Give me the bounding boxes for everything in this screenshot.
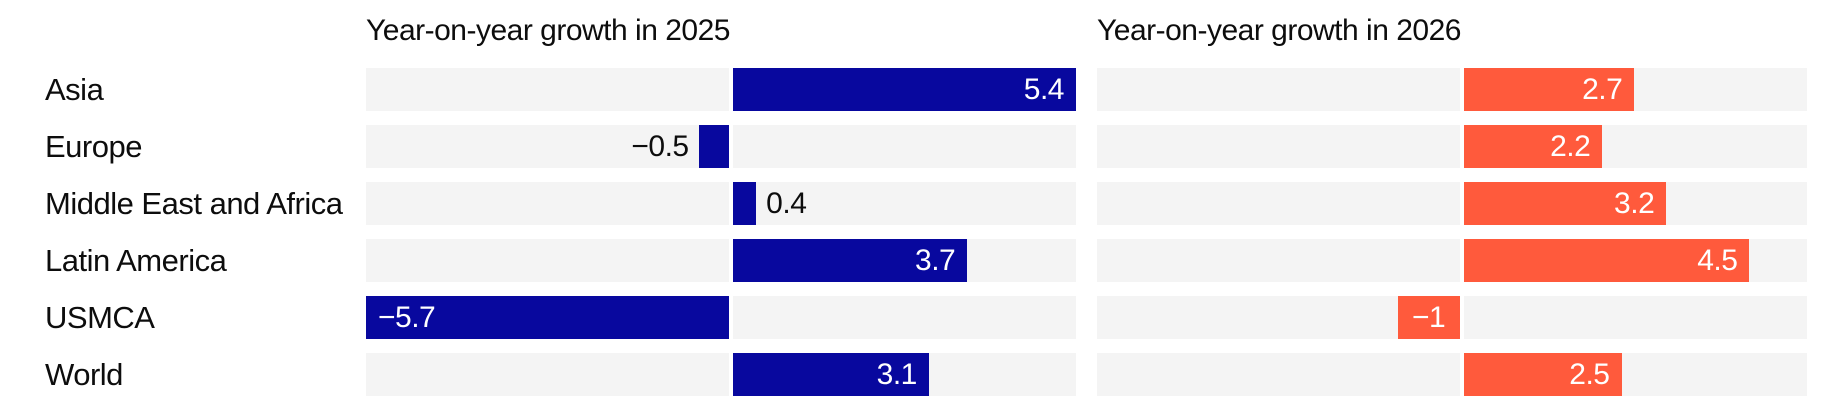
bar-with-value-label: −1 bbox=[1397, 296, 1460, 339]
bar-with-value-label: 5.4 bbox=[732, 68, 1076, 111]
category-label: World bbox=[45, 357, 123, 392]
bar-row: −1 bbox=[1097, 296, 1807, 339]
bar-with-value-label: −5.7 bbox=[366, 296, 729, 339]
zero-axis-line bbox=[728, 353, 733, 396]
bar-row: 0.4 bbox=[366, 182, 1076, 225]
bar bbox=[732, 182, 757, 225]
bar-with-value-label: 3.2 bbox=[1463, 182, 1667, 225]
bar-row: 2.2 bbox=[1097, 125, 1807, 168]
row-background-band bbox=[1097, 353, 1807, 396]
category-label: Latin America bbox=[45, 243, 227, 278]
zero-axis-line bbox=[1459, 182, 1464, 225]
bar bbox=[698, 125, 729, 168]
row-background-band bbox=[1097, 125, 1807, 168]
bar-value-label: 0.4 bbox=[766, 187, 807, 220]
bar-row: 5.4 bbox=[366, 68, 1076, 111]
bar-with-value-label: 2.5 bbox=[1463, 353, 1622, 396]
bar-row: 3.7 bbox=[366, 239, 1076, 282]
zero-axis-line bbox=[728, 296, 733, 339]
row-background-band bbox=[366, 353, 1076, 396]
zero-axis-line bbox=[728, 125, 733, 168]
zero-axis-line bbox=[728, 182, 733, 225]
bar-with-value-label: 3.7 bbox=[732, 239, 968, 282]
bar-row: −0.5 bbox=[366, 125, 1076, 168]
bar-with-value-label: 2.7 bbox=[1463, 68, 1635, 111]
bar-with-value-label: 2.2 bbox=[1463, 125, 1603, 168]
bar-row: 4.5 bbox=[1097, 239, 1807, 282]
category-label: USMCA bbox=[45, 300, 155, 335]
category-label: Asia bbox=[45, 72, 104, 107]
row-background-band bbox=[1097, 182, 1807, 225]
zero-axis-line bbox=[1459, 296, 1464, 339]
chart-title-2025: Year-on-year growth in 2025 bbox=[366, 14, 730, 47]
bar-row: 3.2 bbox=[1097, 182, 1807, 225]
zero-axis-line bbox=[728, 239, 733, 282]
bar-row: 3.1 bbox=[366, 353, 1076, 396]
chart-title-2026: Year-on-year growth in 2026 bbox=[1097, 14, 1461, 47]
zero-axis-line bbox=[1459, 353, 1464, 396]
bar-row: 2.5 bbox=[1097, 353, 1807, 396]
zero-axis-line bbox=[1459, 125, 1464, 168]
bar-value-label: −0.5 bbox=[631, 130, 689, 163]
category-label: Europe bbox=[45, 129, 142, 164]
zero-axis-line bbox=[728, 68, 733, 111]
bar-with-value-label: 3.1 bbox=[732, 353, 929, 396]
category-label: Middle East and Africa bbox=[45, 186, 343, 221]
bar-row: −5.7 bbox=[366, 296, 1076, 339]
row-background-band bbox=[1097, 68, 1807, 111]
row-background-band bbox=[366, 239, 1076, 282]
zero-axis-line bbox=[1459, 68, 1464, 111]
bar-with-value-label: 4.5 bbox=[1463, 239, 1750, 282]
zero-axis-line bbox=[1459, 239, 1464, 282]
row-background-band bbox=[366, 182, 1076, 225]
bar-row: 2.7 bbox=[1097, 68, 1807, 111]
